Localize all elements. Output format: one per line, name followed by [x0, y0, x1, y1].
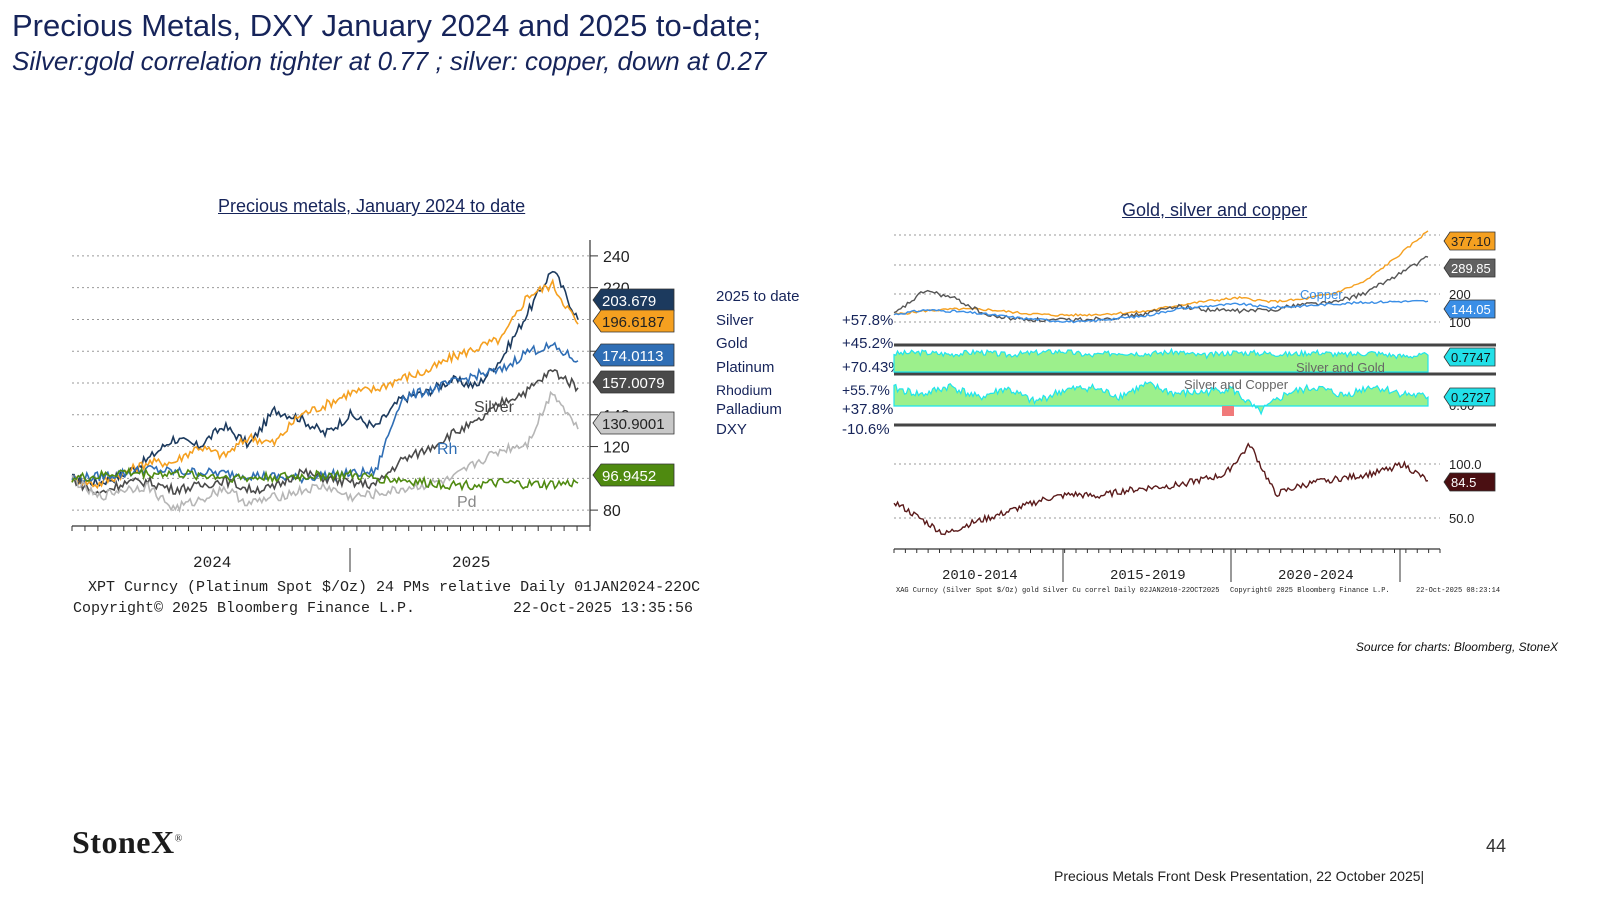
- y-tick-label: 240: [603, 249, 630, 266]
- y-tick-label: 100.0: [1449, 457, 1482, 472]
- stonex-logo: StoneX®: [72, 824, 183, 861]
- value-tag: [1443, 299, 1496, 319]
- chart-footer-copyright: Copyright© 2025 Bloomberg Finance L.P.: [73, 600, 415, 617]
- value-tag-label: 196.6187: [602, 314, 665, 331]
- performance-value: +57.8%: [842, 311, 894, 329]
- source-note: Source for charts: Bloomberg, StoneX: [1355, 640, 1558, 654]
- series-annotation: Silver: [474, 399, 515, 416]
- value-tag: [592, 370, 675, 394]
- y-tick-label: 200: [1449, 287, 1471, 302]
- performance-label: Gold: [716, 335, 748, 352]
- series-line-gold: [893, 230, 1429, 317]
- performance-label: Platinum: [716, 358, 775, 376]
- y-tick-label: 80: [603, 503, 621, 520]
- value-tag: [592, 463, 675, 487]
- series-line-pd: [71, 390, 579, 513]
- x-axis-label: 2020-2024: [1278, 568, 1354, 584]
- slide-subtitle: Silver:gold correlation tighter at 0.77 …: [12, 46, 767, 76]
- value-tag-label: 203.679: [602, 293, 656, 310]
- performance-row-gold: Gold +45.2%: [716, 335, 893, 359]
- gold-silver-copper-chart: Copper 200 100 Silver and Gold Silver and Co…: [893, 230, 1500, 595]
- chart-footer-timestamp: 22-Oct-2025 13:35:56: [513, 600, 693, 617]
- x-axis-label: 2024: [193, 554, 231, 572]
- y-tick-label: 120: [603, 440, 630, 457]
- series-line-rh: [71, 341, 579, 485]
- x-axis-label: 2010-2014: [942, 568, 1018, 584]
- series-annotation: Rh: [437, 441, 457, 458]
- performance-row-palladium: Palladium +37.8%: [716, 401, 893, 421]
- series-line-silver: [71, 278, 579, 490]
- y-tick-label: 50.0: [1449, 511, 1474, 526]
- performance-row-silver: Silver +57.8%: [716, 311, 893, 336]
- x-axis-label: 2025: [452, 554, 490, 572]
- value-tag: [592, 343, 675, 367]
- x-axis-label: 2015-2019: [1110, 568, 1186, 584]
- value-tag: [592, 309, 675, 333]
- performance-table: 2025 to date Silver +57.8% Gold +45.2% P…: [716, 288, 902, 445]
- performance-row-dxy: DXY -10.6%: [716, 421, 890, 445]
- performance-value: -10.6%: [842, 421, 890, 438]
- value-tag-label: 377.10: [1451, 234, 1491, 249]
- performance-label: Palladium: [716, 401, 782, 418]
- chart-footer-copyright: Copyright© 2025 Bloomberg Finance L.P.: [1230, 586, 1390, 595]
- value-tag-label: 174.0113: [602, 348, 663, 365]
- performance-label: Silver: [716, 311, 754, 329]
- value-tag: [1443, 231, 1496, 251]
- logo-mark: ®: [174, 833, 183, 845]
- panel-label: Silver and Copper: [1184, 377, 1289, 392]
- performance-value: +37.8%: [842, 401, 894, 418]
- value-tag-label: 0.2727: [1451, 390, 1491, 405]
- y-tick-label: 100: [1449, 315, 1471, 330]
- value-tag-label: 96.9452: [602, 468, 656, 485]
- value-tag: [592, 288, 675, 312]
- value-tag-label: 130.9001: [602, 416, 665, 433]
- page-number: 44: [1486, 836, 1507, 856]
- performance-row-platinum: Platinum +70.43%: [716, 358, 902, 383]
- correlation-area-silver-copper: [893, 381, 1429, 416]
- performance-label: DXY: [716, 421, 747, 438]
- performance-heading: 2025 to date: [716, 288, 800, 305]
- series-annotation: Copper: [1300, 287, 1343, 302]
- series-line-platinum: [71, 270, 579, 488]
- correlation-area-silver-gold: [893, 347, 1429, 373]
- panel-label: Silver and Gold: [1296, 360, 1385, 375]
- negative-correlation-area: [1222, 406, 1234, 416]
- series-line-dxy: [71, 466, 579, 492]
- performance-value: +55.7%: [842, 382, 890, 398]
- chart-title-gold-silver-copper: Gold, silver and copper: [1122, 200, 1308, 220]
- value-tag: [1443, 258, 1496, 278]
- performance-row-rhodium: Rhodium +55.7%: [716, 382, 890, 401]
- value-tag: [592, 411, 675, 435]
- chart-footer-left: XAG Curncy (Silver Spot $/Oz) gold Silve…: [896, 587, 1219, 595]
- value-tag: [1443, 387, 1496, 407]
- precious-metals-chart: 80120140180220240203.679196.6187174.0113…: [71, 240, 700, 617]
- performance-value: +45.2%: [842, 335, 894, 352]
- value-tag: [1443, 347, 1496, 367]
- series-line-ratio: [893, 442, 1429, 536]
- value-tag-label: 0.7747: [1451, 350, 1491, 365]
- chart-title-precious-metals: Precious metals, January 2024 to date: [218, 196, 526, 216]
- value-tag-label: 289.85: [1451, 261, 1491, 276]
- series-line-copper: [893, 299, 1429, 324]
- value-tag: [1443, 472, 1496, 492]
- logo-text: StoneX: [72, 824, 175, 860]
- performance-label: Rhodium: [716, 382, 773, 398]
- footer-text: Precious Metals Front Desk Presentation,…: [1054, 868, 1425, 884]
- value-tag-label: 157.0079: [602, 375, 665, 392]
- value-tag-label: 144.05: [1451, 302, 1491, 317]
- series-annotation: Pd: [457, 494, 477, 511]
- value-tag-label: 84.5: [1451, 475, 1476, 490]
- performance-value: +70.43%: [842, 358, 902, 376]
- chart-footer-timestamp: 22-Oct-2025 08:23:14: [1416, 587, 1500, 595]
- slide-title: Precious Metals, DXY January 2024 and 20…: [12, 8, 762, 43]
- chart-footer-line1: XPT Curncy (Platinum Spot $/Oz) 24 PMs r…: [88, 579, 700, 596]
- series-line-series-3: [71, 368, 579, 496]
